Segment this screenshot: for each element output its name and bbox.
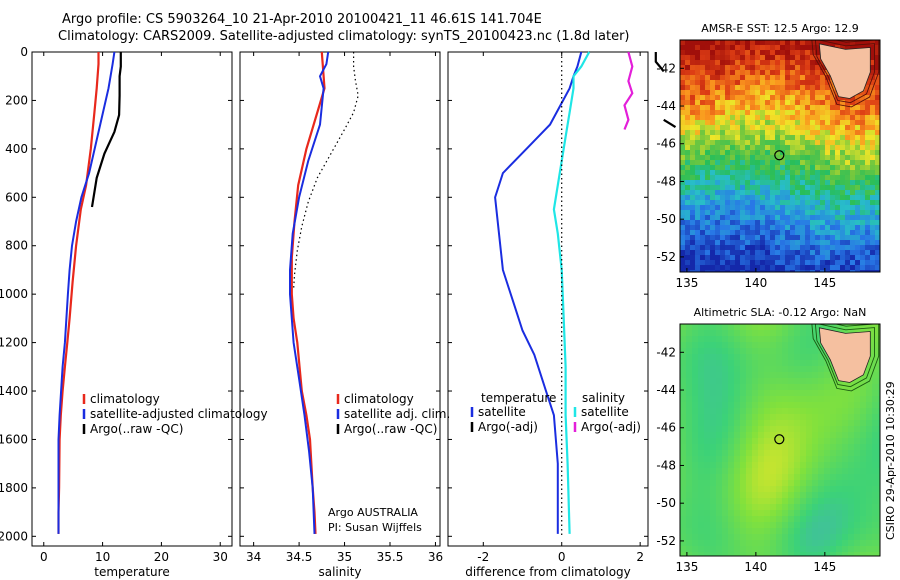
argo-annotation-line1: Argo AUSTRALIA	[328, 506, 418, 519]
difference-salinity-legend-label: Argo(-adj)	[581, 420, 641, 434]
chart-subtitle: Climatology: CARS2009. Satellite-adjuste…	[58, 29, 630, 44]
sla_map-xtick-label: 145	[813, 560, 836, 574]
salinity-xtick-label: 35.5	[377, 550, 404, 564]
sla_map-ytick-label: -42	[656, 345, 676, 359]
salinity-xtick-label: 34.5	[286, 550, 313, 564]
sst_map-float-marker	[774, 150, 785, 161]
salinity-frame	[239, 51, 441, 547]
salinity-xtick-label: 36	[428, 550, 443, 564]
sst_map-ytick-label: -52	[656, 250, 676, 264]
difference-temperature-legend-label: Argo(-adj)	[478, 420, 538, 434]
difference-series-salinity-argo-adj-	[623, 51, 634, 130]
salinity-legend-label: satellite adj. clim.	[344, 407, 450, 421]
salinity-xtick-label: 34	[246, 550, 261, 564]
difference-xtick-label: 0	[558, 550, 566, 564]
temperature-legend-label: satellite-adjusted climatology	[90, 407, 268, 421]
difference-series-temperature-argo-adj-deep	[663, 118, 677, 129]
sla_map-frame	[679, 323, 881, 557]
sla_map-field	[680, 324, 880, 556]
argo-annotation-line2: PI: Susan Wijffels	[328, 521, 422, 534]
temperature-ytick-label: 400	[5, 142, 28, 156]
difference-salinity-legend-label: satellite	[581, 405, 629, 419]
sla_map-ytick-label: -52	[656, 534, 676, 548]
temperature-ytick-label: 1600	[0, 432, 28, 446]
sla_map-title: Altimetric SLA: -0.12 Argo: NaN	[694, 306, 867, 319]
temperature-legend-label: Argo(..raw -QC)	[90, 422, 183, 436]
temperature-frame	[31, 51, 233, 547]
temperature-series-satellite-adjusted-climatology	[57, 51, 116, 534]
sla_map-ytick-label: -50	[656, 496, 676, 510]
sst_map-xtick-label: 135	[675, 276, 698, 290]
sst_map-xtick-label: 140	[744, 276, 767, 290]
temperature-xtick-label: 10	[95, 550, 110, 564]
sla_map-xtick-label: 135	[675, 560, 698, 574]
sla_map-ytick-label: -46	[656, 421, 676, 435]
sst_map-field	[680, 40, 880, 272]
sst_map-title: AMSR-E SST: 12.5 Argo: 12.9	[701, 22, 859, 35]
sst_map-contour	[814, 40, 875, 104]
temperature-ytick-label: 1800	[0, 481, 28, 495]
sst_map-ytick-label: -42	[656, 61, 676, 75]
temperature-series-argo-raw-qc-	[90, 52, 122, 208]
sst_map-contour	[811, 40, 880, 108]
chart-title: Argo profile: CS 5903264_10 21-Apr-2010 …	[62, 12, 542, 27]
temperature-ytick-label: 800	[5, 239, 28, 253]
temperature-ytick-label: 1000	[0, 287, 28, 301]
difference-xlabel: difference from climatology	[465, 565, 631, 579]
sst_map-ytick-label: -46	[656, 137, 676, 151]
sst_map-ytick-label: -44	[656, 99, 676, 113]
temperature-ytick-label: 1200	[0, 336, 28, 350]
difference-series-salinity-satellite	[552, 51, 591, 534]
difference-temperature-legend-label: satellite	[478, 405, 526, 419]
sla_map-ytick-label: -44	[656, 383, 676, 397]
salinity-legend-label: climatology	[344, 392, 414, 406]
sla_map-contour	[811, 324, 880, 392]
temperature-xtick-label: 0	[40, 550, 48, 564]
temperature-ytick-label: 200	[5, 93, 28, 107]
sst_map-xtick-label: 145	[813, 276, 836, 290]
difference-frame	[447, 51, 649, 547]
difference-series-temperature-satellite	[494, 51, 583, 534]
salinity-series-argo-raw-qc-	[293, 52, 359, 290]
difference-series-temperature-argo-adj-	[654, 52, 665, 73]
temperature-xtick-label: 20	[154, 550, 169, 564]
difference-legend-title-temperature: temperature	[481, 391, 556, 405]
salinity-xtick-label: 35	[337, 550, 352, 564]
sst_map-land	[818, 43, 871, 99]
temperature-ytick-label: 1400	[0, 384, 28, 398]
sst_map-ytick-label: -50	[656, 212, 676, 226]
sla_map-xtick-label: 140	[744, 560, 767, 574]
difference-xtick-label: -2	[477, 550, 489, 564]
temperature-xtick-label: 30	[213, 550, 228, 564]
difference-xtick-label: 2	[636, 550, 644, 564]
temperature-ytick-label: 600	[5, 190, 28, 204]
sla_map-float-marker	[774, 434, 785, 445]
salinity-legend-label: Argo(..raw -QC)	[344, 422, 437, 436]
sla_map-land	[818, 327, 871, 383]
salinity-series-climatology	[290, 51, 326, 534]
salinity-xlabel: salinity	[318, 565, 361, 579]
sla_map-contour	[814, 324, 875, 388]
sst_map-ytick-label: -48	[656, 174, 676, 188]
salinity-series-satellite-adj-clim-	[289, 51, 330, 534]
temperature-xlabel: temperature	[94, 565, 169, 579]
temperature-series-climatology	[57, 52, 100, 534]
sst_map-frame	[679, 39, 881, 273]
temperature-ytick-label: 2000	[0, 529, 28, 543]
temperature-legend-label: climatology	[90, 392, 160, 406]
sla_map-ytick-label: -48	[656, 458, 676, 472]
difference-legend-title-salinity: salinity	[582, 391, 625, 405]
credit-label: CSIRO 29-Apr-2010 10:30:29	[884, 381, 897, 540]
temperature-ytick-label: 0	[20, 45, 28, 59]
